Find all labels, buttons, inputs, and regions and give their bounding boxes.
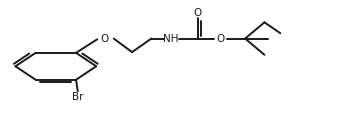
Text: NH: NH: [163, 34, 178, 44]
Text: O: O: [194, 8, 202, 18]
Text: O: O: [101, 34, 109, 44]
Text: Br: Br: [72, 92, 84, 102]
Text: O: O: [216, 34, 225, 44]
